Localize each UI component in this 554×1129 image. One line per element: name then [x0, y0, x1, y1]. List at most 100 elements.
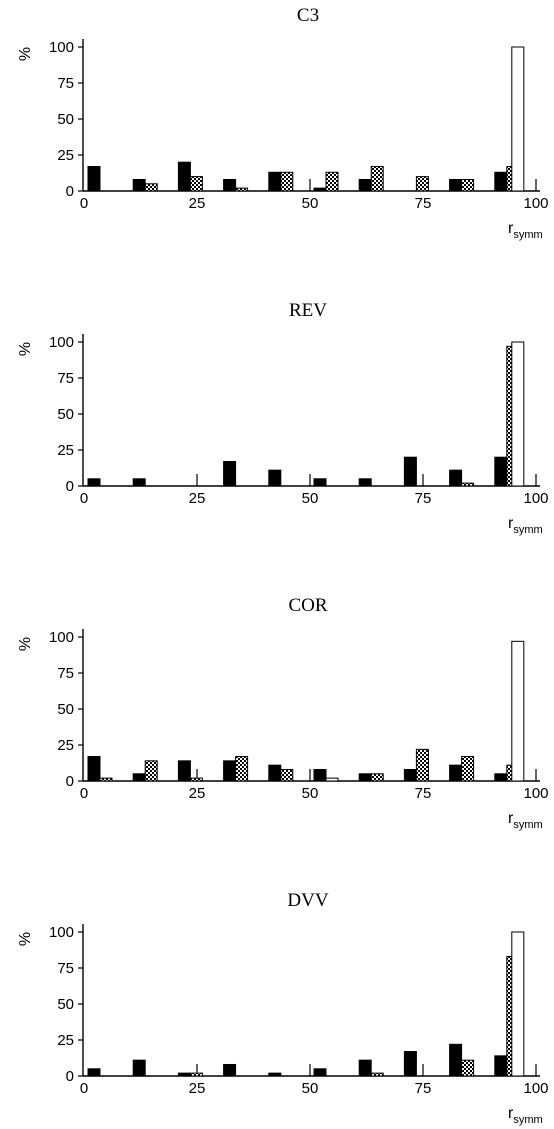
bar-solid [449, 1043, 463, 1077]
bar-solid [177, 1072, 191, 1077]
bar-solid [87, 1068, 101, 1077]
bar-solid [313, 478, 327, 487]
chart-title: COR [288, 595, 327, 616]
y-tick-label: 75 [57, 960, 74, 977]
bar-solid [494, 456, 508, 487]
x-axis-label: rsymm [508, 220, 543, 241]
y-tick-label: 75 [57, 370, 74, 387]
bar-solid [223, 461, 237, 487]
x-tick-label: 0 [80, 195, 88, 212]
bar-checkered [189, 777, 203, 782]
x-axis-label-main: r [508, 220, 514, 237]
bar-checkered [461, 756, 475, 782]
bar-solid [449, 178, 463, 192]
y-axis-label: % [17, 47, 34, 61]
bar-open [325, 777, 339, 782]
bar-solid [449, 764, 463, 782]
y-tick-label: 0 [66, 773, 74, 790]
bar-open [511, 640, 525, 782]
x-tick-label: 25 [189, 490, 206, 507]
bar-solid [132, 478, 146, 487]
bar-solid [132, 773, 146, 782]
x-tick-label: 0 [80, 785, 88, 802]
bar-solid [268, 469, 282, 487]
bar-checkered [415, 748, 429, 782]
y-tick-label: 100 [49, 924, 74, 941]
bar-solid [132, 1059, 146, 1077]
x-tick-label: 50 [302, 490, 319, 507]
x-axis-label-main: r [508, 810, 514, 827]
bar-solid [268, 171, 282, 192]
bar-solid [268, 1072, 282, 1077]
bar-solid [494, 171, 508, 192]
y-tick-label: 100 [49, 334, 74, 351]
y-tick-label: 50 [57, 111, 74, 128]
bar-checkered [370, 773, 384, 782]
bar-checkered [280, 768, 294, 782]
x-axis-label: rsymm [508, 515, 543, 536]
bar-solid [177, 760, 191, 782]
x-axis-label-main: r [508, 515, 514, 532]
bar-solid [223, 1063, 237, 1077]
bar-solid [87, 756, 101, 782]
bar-solid [268, 764, 282, 782]
x-axis-label: rsymm [508, 1105, 543, 1126]
y-tick-label: 50 [57, 996, 74, 1013]
bar-solid [449, 469, 463, 487]
bar-checkered [189, 176, 203, 192]
y-tick-label: 25 [57, 442, 74, 459]
bar-checkered [235, 756, 249, 782]
bar-solid [313, 1068, 327, 1077]
x-tick-label: 0 [80, 490, 88, 507]
bar-solid [313, 187, 327, 192]
x-axis-label: rsymm [508, 810, 543, 831]
y-axis-label: % [17, 342, 34, 356]
x-tick-label: 25 [189, 785, 206, 802]
x-axis-label-subscript: symm [513, 819, 542, 831]
bar-checkered [461, 178, 475, 192]
bar-solid [358, 178, 372, 192]
bar-solid [403, 456, 417, 487]
y-tick-label: 100 [49, 39, 74, 56]
bar-solid [358, 773, 372, 782]
x-tick-label: 75 [415, 490, 432, 507]
y-axis-label: % [17, 932, 34, 946]
x-tick-label: 100 [523, 195, 548, 212]
bar-solid [494, 1055, 508, 1077]
bar-solid [87, 478, 101, 487]
x-tick-label: 100 [523, 490, 548, 507]
y-tick-label: 25 [57, 737, 74, 754]
y-tick-label: 100 [49, 629, 74, 646]
bar-checkered [325, 171, 339, 192]
bar-solid [358, 1059, 372, 1077]
x-axis-label-main: r [508, 1105, 514, 1122]
x-axis-label-subscript: symm [513, 229, 542, 241]
x-tick-label: 25 [189, 1080, 206, 1097]
x-tick-label: 100 [523, 1080, 548, 1097]
bar-solid [132, 178, 146, 192]
bar-solid [358, 478, 372, 487]
bar-checkered [370, 166, 384, 192]
chart-panel: DVV% 0 25 50 75 100 0 25 50 75 100 rsymm [17, 890, 549, 1126]
chart-panel: REV% 0 25 50 75 100 0 25 50 75 100 rsymm [17, 300, 549, 536]
bar-open [511, 46, 525, 192]
y-tick-label: 50 [57, 406, 74, 423]
chart-title: C3 [297, 5, 319, 26]
chart-panel: COR% 0 25 50 75 100 0 25 50 75 100 rsymm [17, 595, 549, 831]
x-tick-label: 75 [415, 1080, 432, 1097]
y-tick-label: 0 [66, 183, 74, 200]
y-tick-label: 25 [57, 1032, 74, 1049]
bar-solid [403, 1051, 417, 1077]
x-axis-label-subscript: symm [513, 524, 542, 536]
x-axis-label-subscript: symm [513, 1114, 542, 1126]
bar-checkered [144, 760, 158, 782]
x-tick-label: 0 [80, 1080, 88, 1097]
bar-open [511, 341, 525, 487]
bar-checkered [235, 187, 249, 192]
x-tick-label: 50 [302, 785, 319, 802]
chart-panel: C3% 0 25 50 75 100 0 25 50 75 100 rsymm [17, 5, 549, 241]
x-tick-label: 50 [302, 1080, 319, 1097]
bar-solid [87, 166, 101, 192]
x-tick-label: 25 [189, 195, 206, 212]
